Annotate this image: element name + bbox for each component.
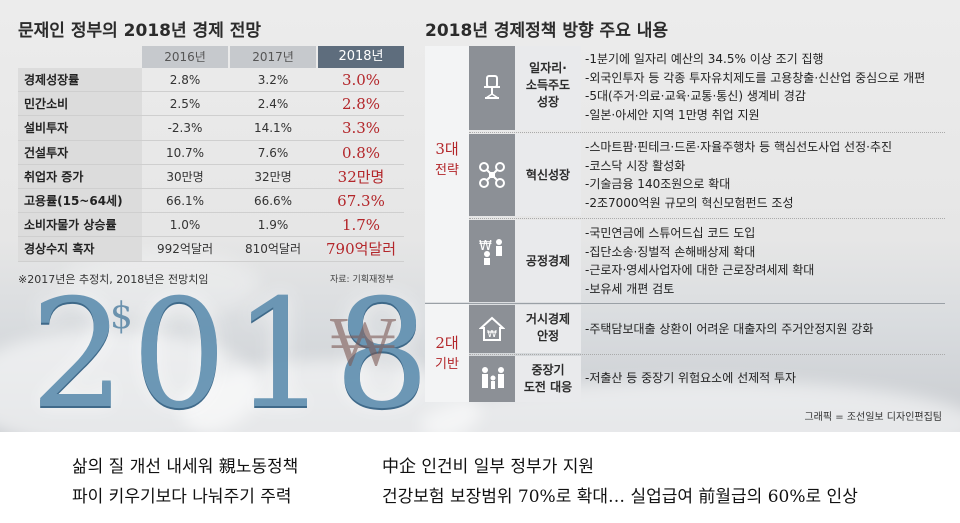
row-label: 경제성장률	[18, 68, 142, 92]
group-strategy-label: 전략	[435, 163, 459, 178]
table-row: 취업자 증가 30만명 32만명 32만명	[18, 164, 404, 189]
cell-2017: 14.1%	[253, 121, 293, 136]
cell-2016: 2.5%	[169, 97, 201, 112]
table-row: 고용률(15~64세) 66.1% 66.6% 67.3%	[18, 188, 404, 214]
svg-text:₩: ₩	[487, 329, 497, 340]
policy-name-innovation: 혁신성장	[515, 134, 581, 216]
policy-line: -스마트팜·핀테크·드론·자율주행차 등 핵심선도사업 선정·추진	[585, 140, 893, 154]
forecast-table: 2016년 2017년 2018년 경제성장률 2.8% 3.2% 3.0% 민간소비 2…	[18, 46, 404, 262]
policy-lines-fair: -국민연금에 스튜어드십 코드 도입 -집단소송·징벌적 손해배상제 확대 -근…	[585, 224, 945, 298]
cell-2018: 32만명	[337, 167, 385, 186]
left-title: 문재인 정부의 2018년 경제 전망	[18, 21, 262, 41]
headline-right-2: 건강보험 보장범위 70%로 확대… 실업급여 前월급의 60%로 인상	[382, 487, 858, 507]
cell-2017: 810억달러	[244, 242, 302, 257]
row-label: 취업자 증가	[18, 164, 142, 188]
group-strategy: 3대 전략	[425, 46, 469, 302]
cell-2018: 1.7%	[341, 216, 381, 235]
table-row: 건설투자 10.7% 7.6% 0.8%	[18, 140, 404, 165]
table-row: 경상수지 흑자 992억달러 810억달러 790억달러	[18, 237, 404, 262]
cell-2016: 66.1%	[165, 193, 205, 208]
drone-icon	[479, 162, 505, 188]
table-row: 민간소비 2.5% 2.4% 2.8%	[18, 92, 404, 117]
cell-2016: -2.3%	[167, 121, 203, 136]
cell-2016: 30만명	[166, 169, 204, 184]
policy-line: -2조7000억원 규모의 혁신모험펀드 조성	[585, 195, 794, 210]
cell-2018: 67.3%	[337, 191, 385, 210]
table-row: 경제성장률 2.8% 3.2% 3.0%	[18, 68, 404, 93]
svg-text:₩: ₩	[479, 239, 492, 254]
row-label: 민간소비	[18, 92, 142, 116]
col-2017: 2017년	[230, 46, 316, 68]
headline-left-2: 파이 키우기보다 나눠주기 주력	[72, 487, 292, 507]
policy-name-longterm: 중장기 도전 대응	[515, 356, 581, 402]
house-won-icon: ₩	[478, 316, 506, 342]
row-label: 고용률(15~64세)	[18, 188, 142, 213]
cell-2018: 0.8%	[341, 143, 381, 162]
won-sign-icon: ₩	[330, 300, 397, 382]
cell-2016: 2.8%	[169, 73, 201, 87]
cell-2017: 1.9%	[257, 218, 289, 233]
col-2016: 2016년	[142, 46, 228, 68]
policy-name-jobs: 일자리· 소득주도 성장	[515, 46, 581, 130]
policy-lines-macro: -주택담보대출 상환이 어려운 대출자의 주거안정지원 강화	[585, 320, 945, 339]
col-2018: 2018년	[318, 46, 404, 68]
headline-right-1: 中企 인건비 일부 정부가 지원	[382, 457, 595, 477]
policy-lines-longterm: -저출산 등 중장기 위험요소에 선제적 투자	[585, 369, 945, 388]
cell-2017: 7.6%	[257, 145, 289, 160]
table-row: 설비투자 -2.3% 14.1% 3.3%	[18, 116, 404, 141]
policy-line: -일본·아세안 지역 1만명 취업 지원	[585, 107, 760, 122]
policy-line: -주택담보대출 상환이 어려운 대출자의 주거안정지원 강화	[585, 322, 874, 336]
row-label: 경상수지 흑자	[18, 237, 142, 261]
policy-line: -저출산 등 중장기 위험요소에 선제적 투자	[585, 371, 797, 385]
infographic: 2018 ₩ $ 문재인 정부의 2018년 경제 전망 2016년 2017년…	[0, 0, 960, 432]
people-won-icon: ₩	[479, 236, 505, 265]
chair-icon	[479, 74, 505, 100]
cell-2016: 10.7%	[165, 145, 205, 160]
cell-2018: 2.8%	[341, 95, 381, 114]
row-label: 건설투자	[18, 140, 142, 164]
policy-line: -기술금융 140조원으로 확대	[585, 177, 731, 191]
policy-line: -집단소송·징벌적 손해배상제 확대	[585, 244, 756, 259]
policy-line: -코스닥 시장 활성화	[585, 158, 686, 173]
policy-line: -외국인투자 등 각종 투자유치제도를 고용창출·신산업 중심으로 개편	[585, 70, 926, 85]
cell-2017: 66.6%	[253, 193, 293, 208]
cell-2018: 790억달러	[325, 240, 397, 259]
background-year: 2018	[30, 268, 436, 432]
policy-line: -근로자·영세사업자에 대한 근로장려세제 확대	[585, 263, 815, 277]
policy-line: -보유세 개편 검토	[585, 281, 675, 296]
row-label: 설비투자	[18, 116, 142, 140]
family-icon	[479, 366, 505, 392]
cell-2016: 992억달러	[156, 242, 214, 257]
headline-left-1: 삶의 질 개선 내세워 親노동정책	[72, 457, 299, 477]
dollar-sign-icon: $	[110, 296, 133, 337]
source-note: 자료: 기획재정부	[330, 275, 394, 285]
policy-lines-innovation: -스마트팜·핀테크·드론·자율주행차 등 핵심선도사업 선정·추진 -코스닥 시…	[585, 138, 945, 212]
cell-2018: 3.0%	[341, 71, 381, 89]
footnote: ※2017년은 추정치, 2018년은 전망치임	[18, 273, 209, 286]
policy-lines-jobs: -1분기에 일자리 예산의 34.5% 이상 조기 집행 -외국인투자 등 각종…	[585, 50, 945, 124]
group-strategy-num: 3대	[435, 140, 459, 158]
graphic-credit: 그래픽 = 조선일보 디자인편집팀	[804, 412, 942, 423]
cell-2016: 1.0%	[169, 218, 201, 233]
table-header: 2016년 2017년 2018년	[18, 46, 404, 68]
table-row: 소비자물가 상승률 1.0% 1.9% 1.7%	[18, 213, 404, 238]
group-foundation-label: 기반	[435, 357, 459, 372]
cell-2017: 3.2%	[257, 73, 289, 87]
right-title: 2018년 경제정책 방향 주요 내용	[425, 21, 669, 41]
row-label: 소비자물가 상승률	[18, 213, 142, 237]
cell-2018: 3.3%	[341, 119, 381, 138]
cell-2017: 32만명	[254, 169, 292, 184]
group-foundation-num: 2대	[435, 334, 459, 352]
policy-line: -1분기에 일자리 예산의 34.5% 이상 조기 집행	[585, 52, 824, 66]
cell-2017: 2.4%	[257, 97, 289, 112]
policy-line: -국민연금에 스튜어드십 코드 도입	[585, 226, 756, 240]
policy-name-macro: 거시경제 안정	[515, 305, 581, 353]
policy-line: -5대(주거·의료·교육·교통·통신) 생계비 경감	[585, 89, 806, 103]
policy-name-fair: 공정경제	[515, 220, 581, 302]
group-foundation: 2대 기반	[425, 304, 469, 402]
